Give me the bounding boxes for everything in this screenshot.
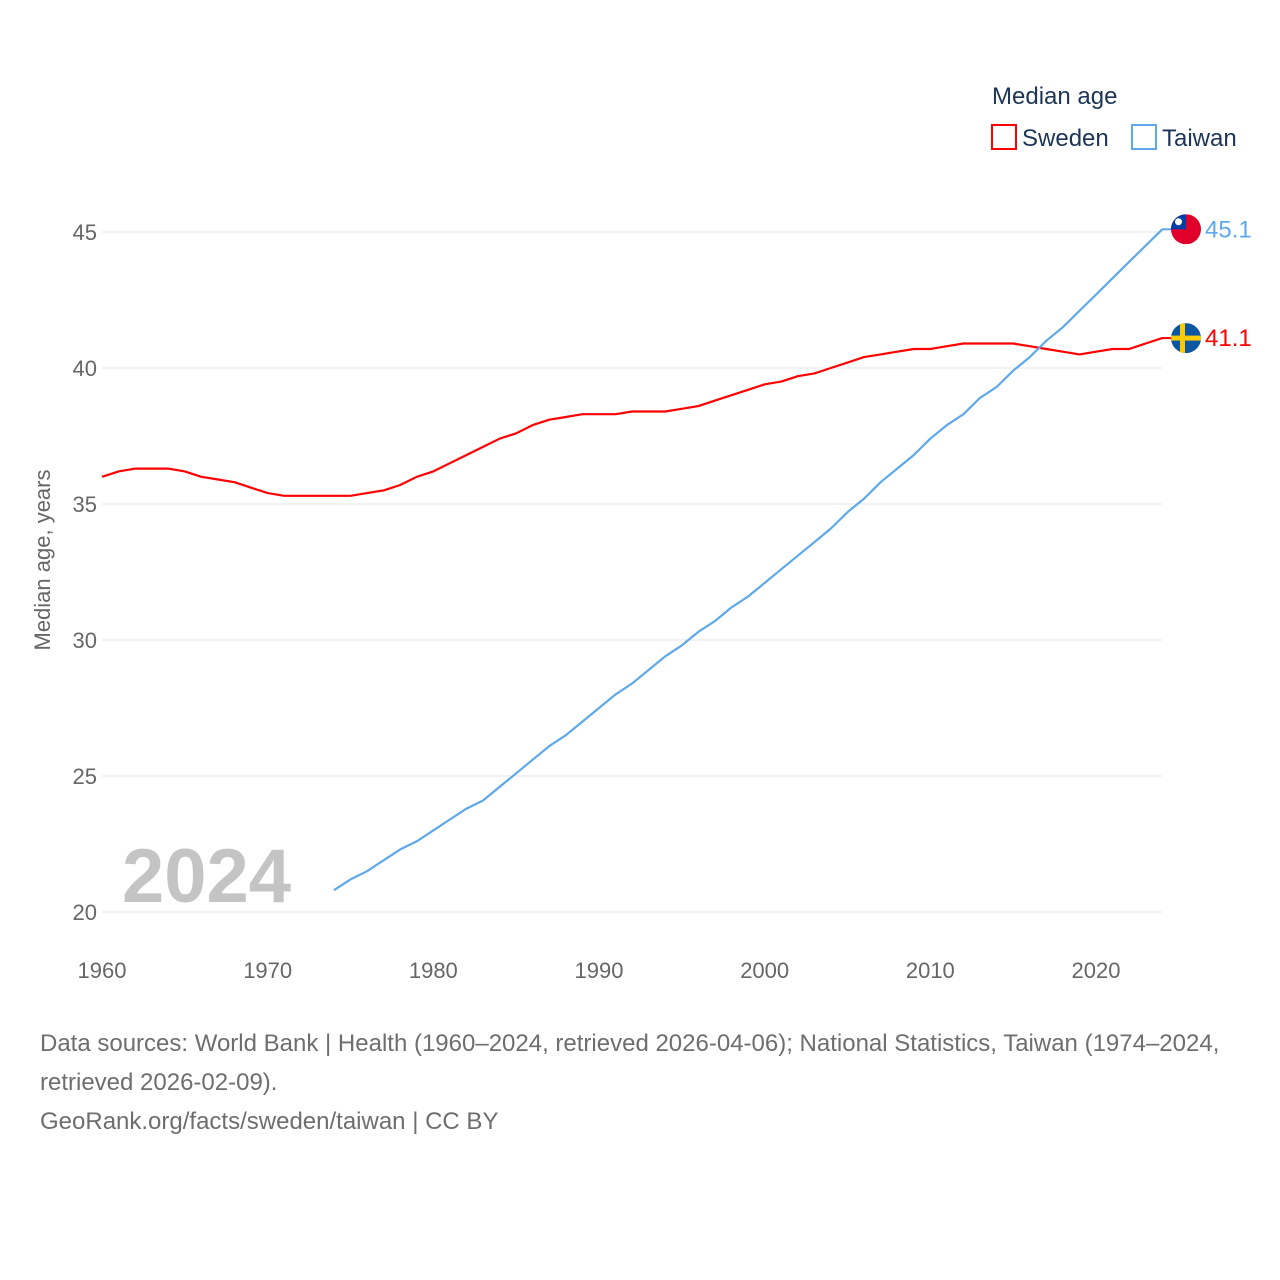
series-line-taiwan[interactable] xyxy=(333,228,1164,892)
footer: Data sources: World Bank | Health (1960–… xyxy=(40,1024,1250,1141)
y-tick-label: 20 xyxy=(73,900,97,925)
y-tick-label: 45 xyxy=(73,220,97,245)
end-value-label-sweden: 41.1 xyxy=(1205,325,1252,352)
flag-body xyxy=(1171,214,1201,245)
legend-label-taiwan: Taiwan xyxy=(1162,125,1237,152)
legend-swatch-sweden xyxy=(991,124,1017,150)
legend-item-taiwan[interactable]: Taiwan xyxy=(1131,124,1237,152)
flag-body xyxy=(1171,323,1201,354)
x-tick-label: 2020 xyxy=(1072,958,1121,983)
flag-sun xyxy=(1175,218,1182,226)
y-tick-label: 25 xyxy=(73,764,97,789)
year-watermark: 2024 xyxy=(122,834,291,919)
x-tick-label: 2010 xyxy=(906,958,955,983)
x-tick-label: 1960 xyxy=(78,958,127,983)
credit-link[interactable]: GeoRank.org/facts/sweden/taiwan | CC BY xyxy=(40,1108,499,1135)
x-tick-label: 1980 xyxy=(409,958,458,983)
legend-title: Median age xyxy=(992,83,1117,110)
median-age-chart: 20 25 30 35 40 45 1960 1970 1980 1990 2000 2010 202… xyxy=(30,83,1252,983)
flag-cross-h xyxy=(1171,335,1201,341)
y-tick-label: 35 xyxy=(73,492,97,517)
x-tick-label: 1990 xyxy=(575,958,624,983)
end-value-label-taiwan: 45.1 xyxy=(1205,216,1252,243)
y-axis-label: Median age, years xyxy=(30,470,55,651)
x-tick-label: 2000 xyxy=(740,958,789,983)
legend-item-sweden[interactable]: Sweden xyxy=(991,124,1109,152)
taiwan-flag-icon xyxy=(1171,214,1201,245)
sweden-flag-icon xyxy=(1171,323,1201,354)
y-tick-label: 30 xyxy=(73,628,97,653)
series-line-sweden[interactable] xyxy=(101,337,1163,497)
y-tick-label: 40 xyxy=(73,356,97,381)
x-tick-label: 1970 xyxy=(243,958,292,983)
data-sources: Data sources: World Bank | Health (1960–… xyxy=(40,1030,1220,1096)
flag-cross-v xyxy=(1180,323,1185,354)
legend-label-sweden: Sweden xyxy=(1022,125,1109,152)
legend-swatch-taiwan xyxy=(1131,124,1157,150)
